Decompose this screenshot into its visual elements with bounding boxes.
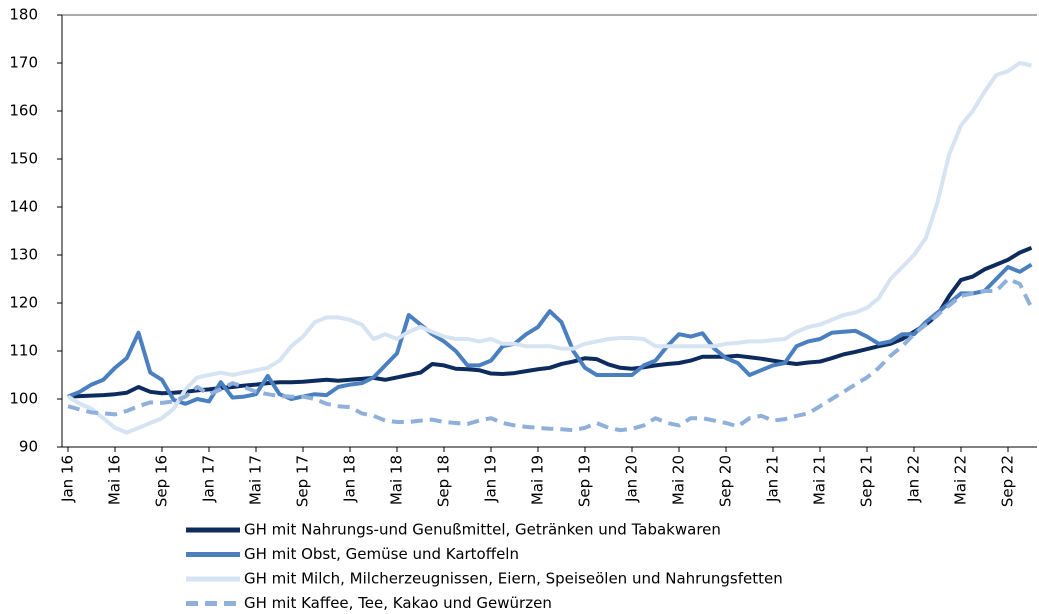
x-tick-label: Sep 22 — [999, 455, 1017, 507]
legend-label: GH mit Obst, Gemüse und Kartoffeln — [244, 545, 519, 563]
x-tick-label: Mai 18 — [388, 455, 406, 505]
x-tick-label: Sep 21 — [858, 455, 876, 507]
x-tick-label: Jan 22 — [905, 455, 923, 503]
x-tick-label: Sep 20 — [717, 455, 735, 507]
x-tick-label: Sep 17 — [294, 455, 312, 507]
x-tick-label: Jan 16 — [59, 455, 77, 503]
x-tick-label: Jan 18 — [341, 455, 359, 503]
legend-label: GH mit Kaffee, Tee, Kakao und Gewürzen — [244, 594, 552, 612]
y-tick-label: 100 — [9, 390, 38, 408]
series-line — [67, 277, 1034, 433]
x-tick-label: Jan 19 — [482, 455, 500, 503]
x-tick-label: Mai 16 — [106, 455, 124, 505]
x-tick-label: Sep 18 — [435, 455, 453, 507]
y-tick-label: 110 — [9, 342, 38, 360]
x-tick-label: Jan 21 — [764, 455, 782, 503]
series-line — [66, 61, 1032, 435]
y-tick-label: 130 — [9, 246, 38, 264]
y-tick-label: 160 — [9, 102, 38, 120]
x-tick-label: Mai 22 — [952, 455, 970, 505]
legend-label: GH mit Nahrungs-und Genußmittel, Getränk… — [244, 521, 721, 539]
x-tick-label: Sep 16 — [153, 455, 171, 507]
x-tick-label: Mai 17 — [247, 455, 265, 505]
y-tick-label: 140 — [9, 198, 38, 216]
y-tick-label: 180 — [9, 6, 38, 24]
x-tick-label: Mai 19 — [529, 455, 547, 505]
x-tick-label: Jan 20 — [623, 455, 641, 503]
series-line — [67, 262, 1033, 406]
x-tick-label: Jan 17 — [200, 455, 218, 503]
y-tick-label: 120 — [9, 294, 38, 312]
y-tick-label: 90 — [19, 438, 38, 456]
legend-label: GH mit Milch, Milcherzeugnissen, Eiern, … — [244, 570, 783, 588]
y-tick-label: 150 — [9, 150, 38, 168]
x-tick-label: Mai 20 — [670, 455, 688, 505]
y-tick-label: 170 — [9, 54, 38, 72]
x-tick-label: Mai 21 — [811, 455, 829, 505]
x-tick-label: Sep 19 — [576, 455, 594, 507]
